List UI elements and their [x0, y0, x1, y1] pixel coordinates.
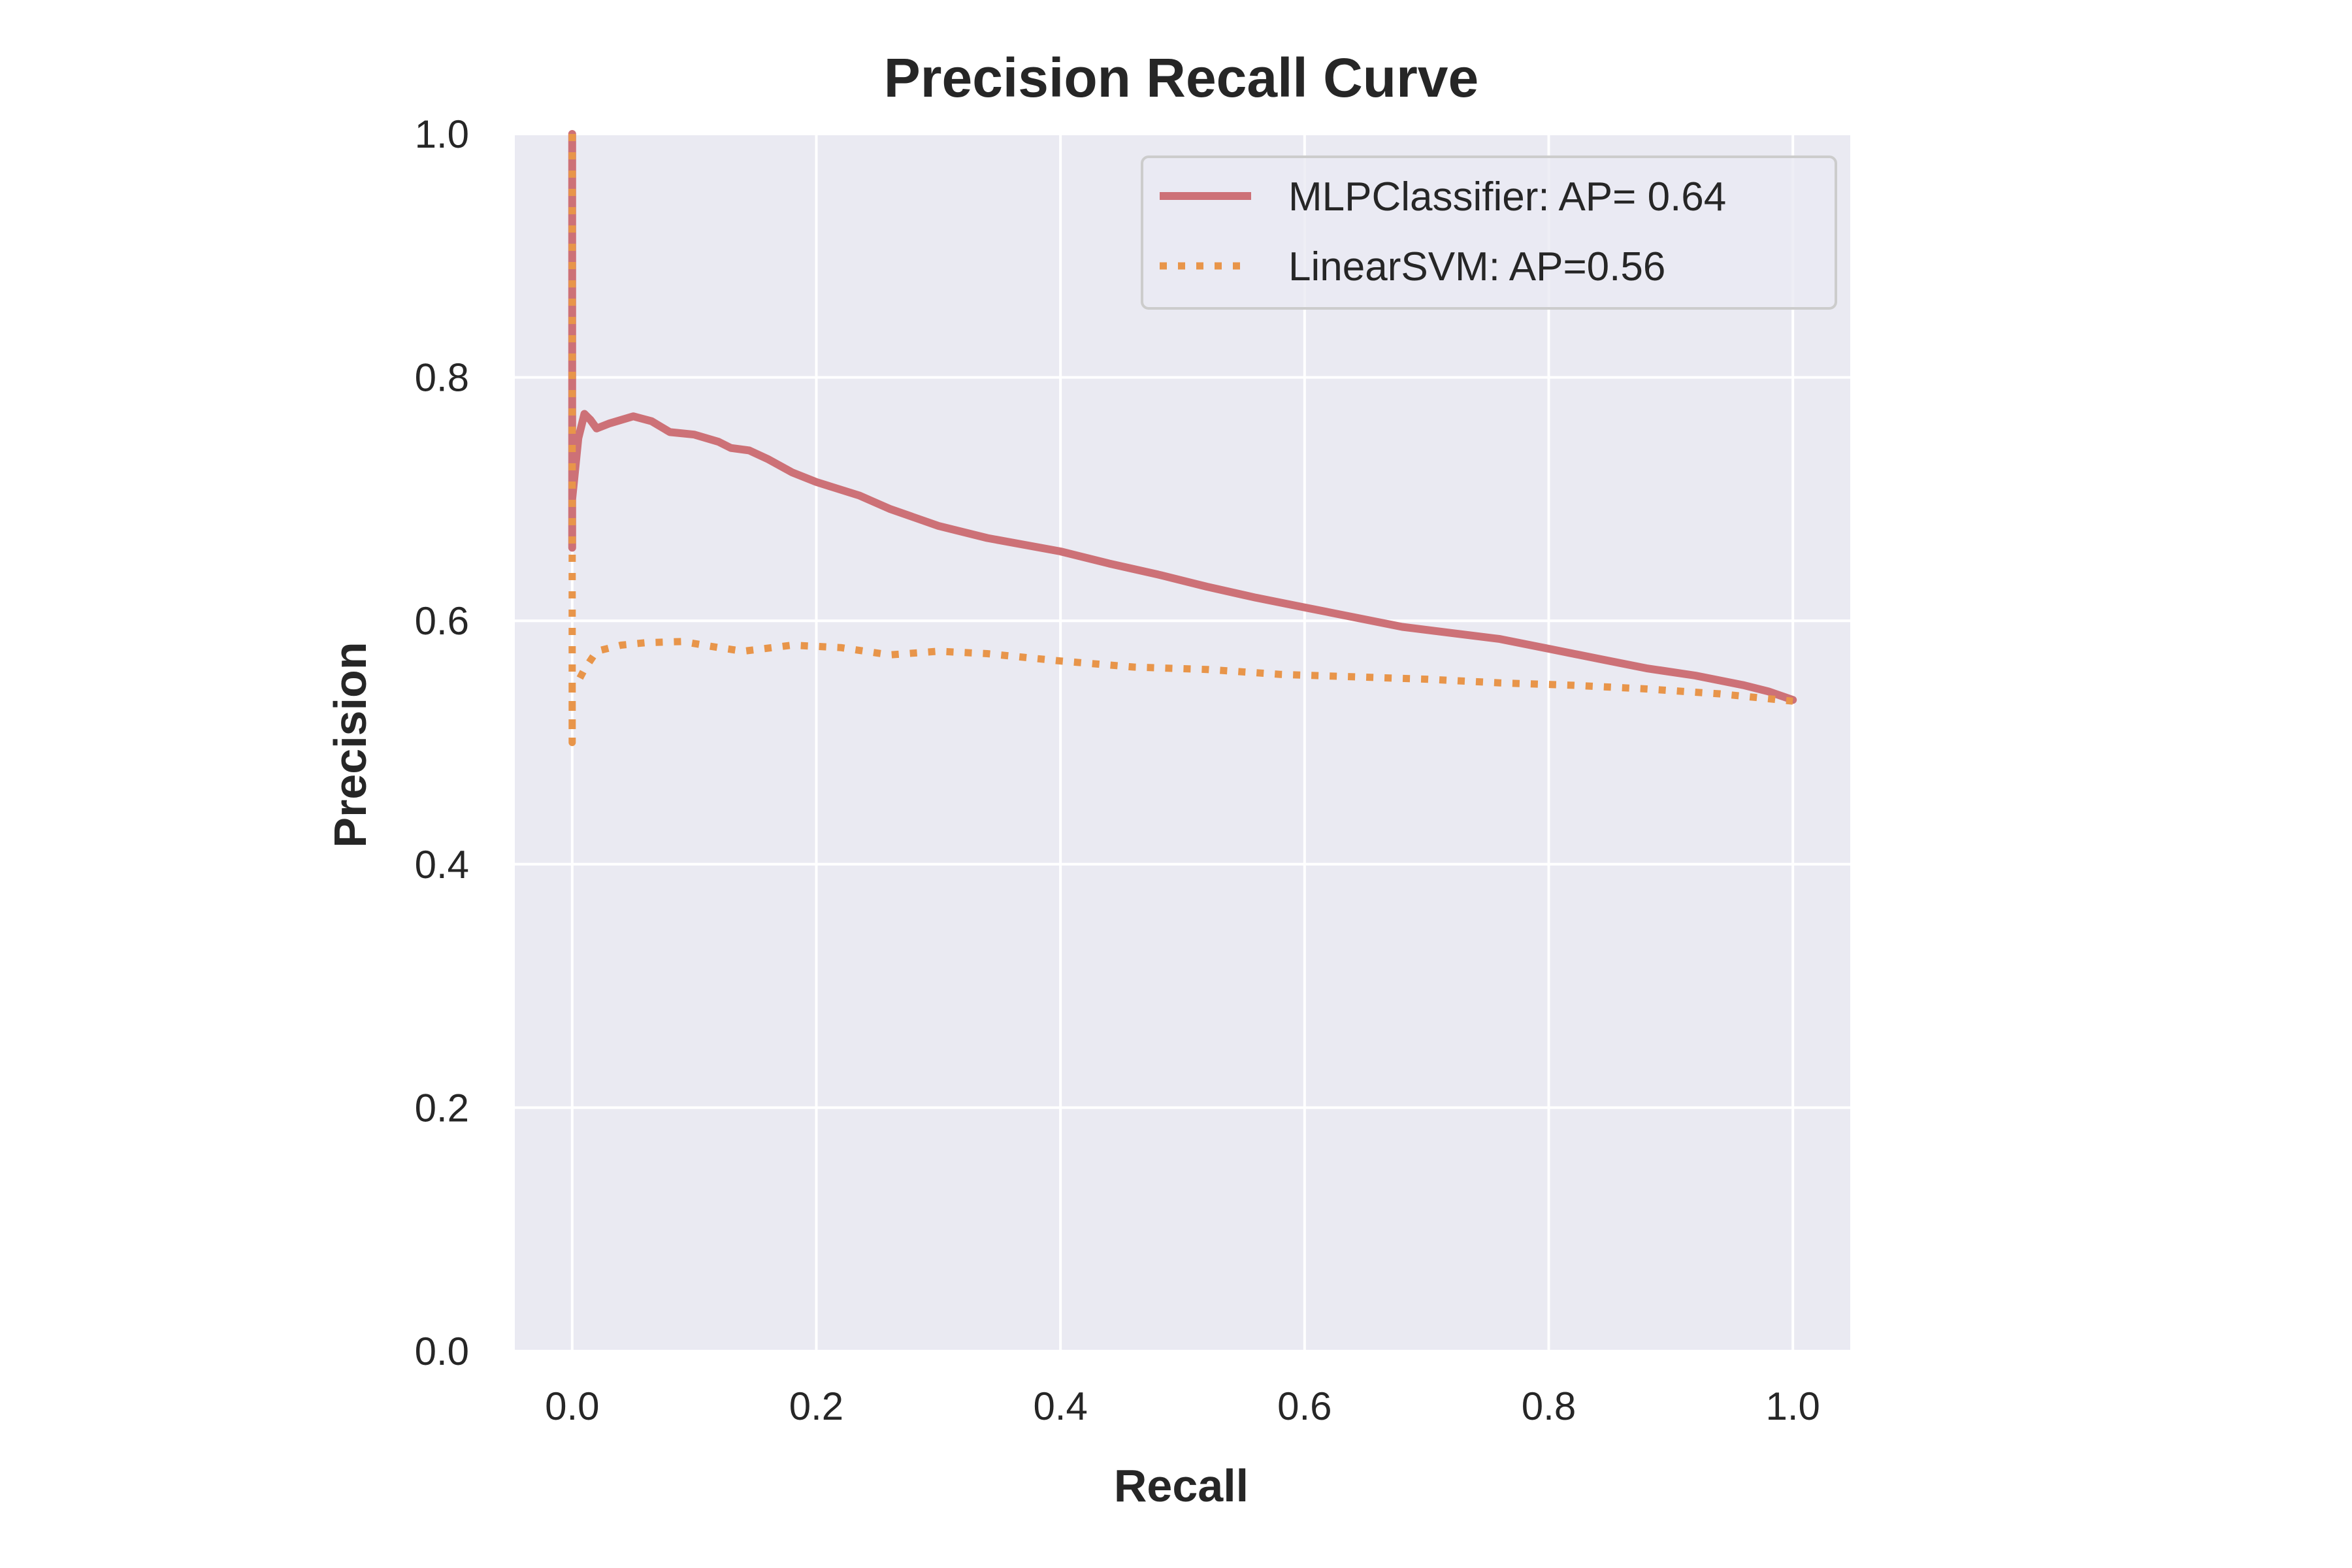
y-tick-label: 0.8: [415, 356, 469, 400]
x-tick-label: 0.6: [1277, 1384, 1331, 1428]
legend-label: MLPClassifier: AP= 0.64: [1288, 174, 1726, 220]
chart-title: Precision Recall Curve: [884, 47, 1478, 108]
x-tick-label: 0.2: [789, 1384, 843, 1428]
legend-box: [1141, 155, 1837, 310]
y-tick-label: 0.4: [415, 843, 469, 887]
y-tick-label: 1.0: [415, 112, 469, 156]
x-tick-label: 0.4: [1033, 1384, 1087, 1428]
y-tick-label: 0.2: [415, 1086, 469, 1130]
y-tick-label: 0.6: [415, 599, 469, 643]
legend-label: LinearSVM: AP=0.56: [1288, 244, 1665, 289]
x-tick-label: 0.8: [1522, 1384, 1576, 1428]
x-axis-label: Recall: [1114, 1460, 1249, 1511]
y-axis-label: Precision: [325, 642, 376, 847]
legend: MLPClassifier: AP= 0.64 LinearSVM: AP=0.5…: [1141, 155, 1837, 310]
x-tick-label: 0.0: [545, 1384, 599, 1428]
y-axis-ticks: 0.0 0.2 0.4 0.6 0.8 1.0: [415, 112, 469, 1373]
plot-area: [515, 134, 1850, 1351]
x-tick-label: 1.0: [1765, 1384, 1820, 1428]
series-line-mlpclassifier: [568, 130, 1797, 704]
series-layer: [568, 130, 1797, 746]
series-line-linearsvm: [568, 134, 1793, 746]
x-axis-ticks: 0.0 0.2 0.4 0.6 0.8 1.0: [545, 1384, 1820, 1428]
grid-lines: [515, 133, 1850, 1352]
y-tick-label: 0.0: [415, 1330, 469, 1373]
